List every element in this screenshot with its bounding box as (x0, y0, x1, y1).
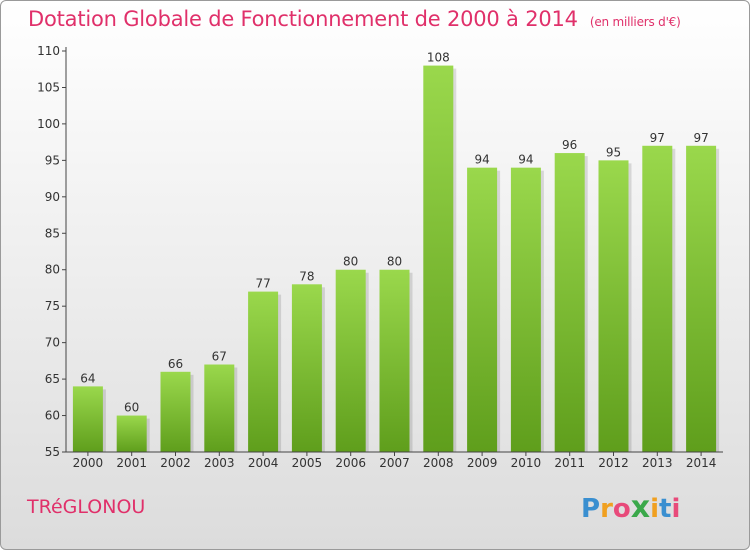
bar-2005 (291, 284, 322, 452)
y-tick-label: 75 (45, 299, 60, 313)
proxiti-logo: Proxiti (581, 490, 680, 525)
data-label: 66 (168, 357, 183, 371)
y-tick-label: 100 (37, 117, 60, 131)
x-tick-label: 2013 (642, 456, 673, 470)
bar-2013 (642, 145, 673, 453)
y-tick-label: 80 (45, 263, 60, 277)
bar-2001 (116, 415, 147, 452)
bar-2003 (204, 364, 235, 452)
x-tick-label: 2010 (511, 456, 542, 470)
y-tick-label: 55 (45, 445, 60, 459)
y-tick-label: 85 (45, 226, 60, 240)
data-label: 80 (387, 255, 402, 269)
logo-letter: o (612, 494, 631, 524)
data-label: 95 (606, 145, 621, 159)
bar-2002 (160, 371, 191, 452)
logo-letter: i (671, 494, 681, 524)
bar-2007 (379, 269, 410, 452)
data-label: 67 (212, 350, 227, 364)
data-label: 77 (255, 277, 270, 291)
data-label: 97 (693, 131, 708, 145)
logo-letter: t (659, 494, 672, 524)
logo-letter: P (581, 494, 601, 524)
x-tick-label: 2004 (248, 456, 279, 470)
x-tick-label: 2009 (467, 456, 498, 470)
commune-name: TRéGLONOU (27, 496, 146, 518)
data-label: 80 (343, 255, 358, 269)
bar-2004 (248, 291, 279, 452)
y-tick-label: 90 (45, 190, 60, 204)
x-tick-label: 2012 (598, 456, 629, 470)
bar-2012 (598, 160, 629, 452)
x-tick-label: 2000 (73, 456, 104, 470)
logo-letter: x (630, 490, 651, 525)
data-label: 94 (474, 153, 489, 167)
y-tick-label: 65 (45, 372, 60, 386)
x-tick-label: 2008 (423, 456, 454, 470)
bar-2009 (467, 167, 498, 452)
chart-title: Dotation Globale de Fonctionnement de 20… (28, 7, 681, 31)
chart-title-text: Dotation Globale de Fonctionnement de 20… (28, 7, 578, 31)
x-tick-label: 2007 (379, 456, 410, 470)
y-tick-label: 105 (37, 80, 60, 94)
data-label: 94 (518, 153, 533, 167)
data-label: 64 (80, 371, 95, 385)
bar-2011 (554, 153, 585, 452)
logo-letter: r (600, 494, 613, 524)
data-label: 108 (427, 51, 450, 65)
y-tick-label: 60 (45, 409, 60, 423)
bar-2010 (510, 167, 541, 452)
x-tick-label: 2014 (686, 456, 717, 470)
data-label: 97 (650, 131, 665, 145)
data-label: 96 (562, 138, 577, 152)
x-tick-label: 2005 (292, 456, 323, 470)
bar-2000 (72, 386, 103, 452)
x-tick-label: 2001 (116, 456, 147, 470)
x-tick-label: 2003 (204, 456, 235, 470)
bar-2008 (423, 65, 454, 452)
data-label: 60 (124, 401, 139, 415)
y-tick-label: 70 (45, 336, 60, 350)
x-tick-label: 2002 (160, 456, 191, 470)
chart-subtitle: (en milliers d'€) (589, 15, 681, 29)
y-tick-label: 110 (37, 44, 60, 58)
x-tick-label: 2011 (554, 456, 585, 470)
y-tick-label: 95 (45, 153, 60, 167)
bar-2006 (335, 269, 366, 452)
x-tick-label: 2006 (335, 456, 366, 470)
data-label: 78 (299, 269, 314, 283)
logo-letter: i (650, 494, 660, 524)
bar-2014 (686, 145, 717, 453)
